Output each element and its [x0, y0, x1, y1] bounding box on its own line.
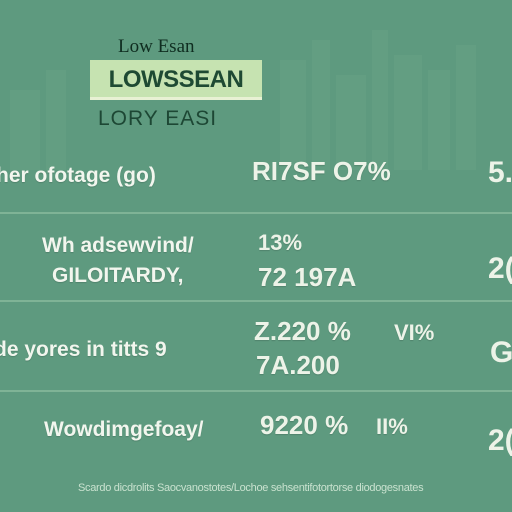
- row-3-edge-value: G: [490, 336, 512, 369]
- row-2-value: 13%: [258, 230, 303, 255]
- row-3-value-tertiary: 7A.200: [256, 350, 340, 380]
- row-4-edge-value: 2(: [488, 424, 512, 457]
- row-2-label-secondary: GILOITARDY,: [52, 264, 184, 287]
- stat-row-3: de yores in titts 9 Z.220 % VI% 7A.200 G: [0, 308, 512, 390]
- row-3-value-secondary: VI%: [394, 320, 435, 345]
- stat-row-1: her ofotage (go) RI7SF O7% 5.: [0, 150, 512, 206]
- row-4-value-secondary: II%: [376, 414, 408, 439]
- header-small-title: Low Esan: [118, 36, 195, 57]
- row-divider: [0, 300, 512, 302]
- row-1-edge-value: 5.: [488, 156, 512, 189]
- row-3-label: de yores in titts 9: [0, 338, 167, 361]
- row-1-label: her ofotage (go): [0, 164, 156, 187]
- row-4-value: 9220 %: [260, 410, 349, 440]
- logo-text: LOWSSEAN: [108, 66, 244, 93]
- row-4-label: Wowdimgefoay/: [44, 418, 204, 441]
- row-divider: [0, 212, 512, 214]
- row-3-value: Z.220 %: [254, 316, 351, 346]
- row-2-label: Wh adsewvind/: [42, 234, 194, 257]
- footer-fine-print: Scardo dicdrolits Saocvanostotes/Lochoe …: [78, 482, 424, 494]
- stat-row-4: Wowdimgefoay/ 9220 % II% 2(: [0, 398, 512, 468]
- row-divider: [0, 390, 512, 392]
- row-2-edge-value: 2(: [488, 252, 512, 285]
- header-subtitle: LORY EASI: [98, 107, 218, 130]
- logo-banner: LOWSSEAN: [90, 60, 262, 100]
- header: Low Esan LOWSSEAN LORY EASI: [0, 34, 512, 134]
- stat-row-2: Wh adsewvind/ GILOITARDY, 13% 72 197A 2(: [0, 222, 512, 300]
- row-1-value: RI7SF O7%: [252, 156, 391, 186]
- row-2-value-secondary: 72 197A: [258, 262, 357, 292]
